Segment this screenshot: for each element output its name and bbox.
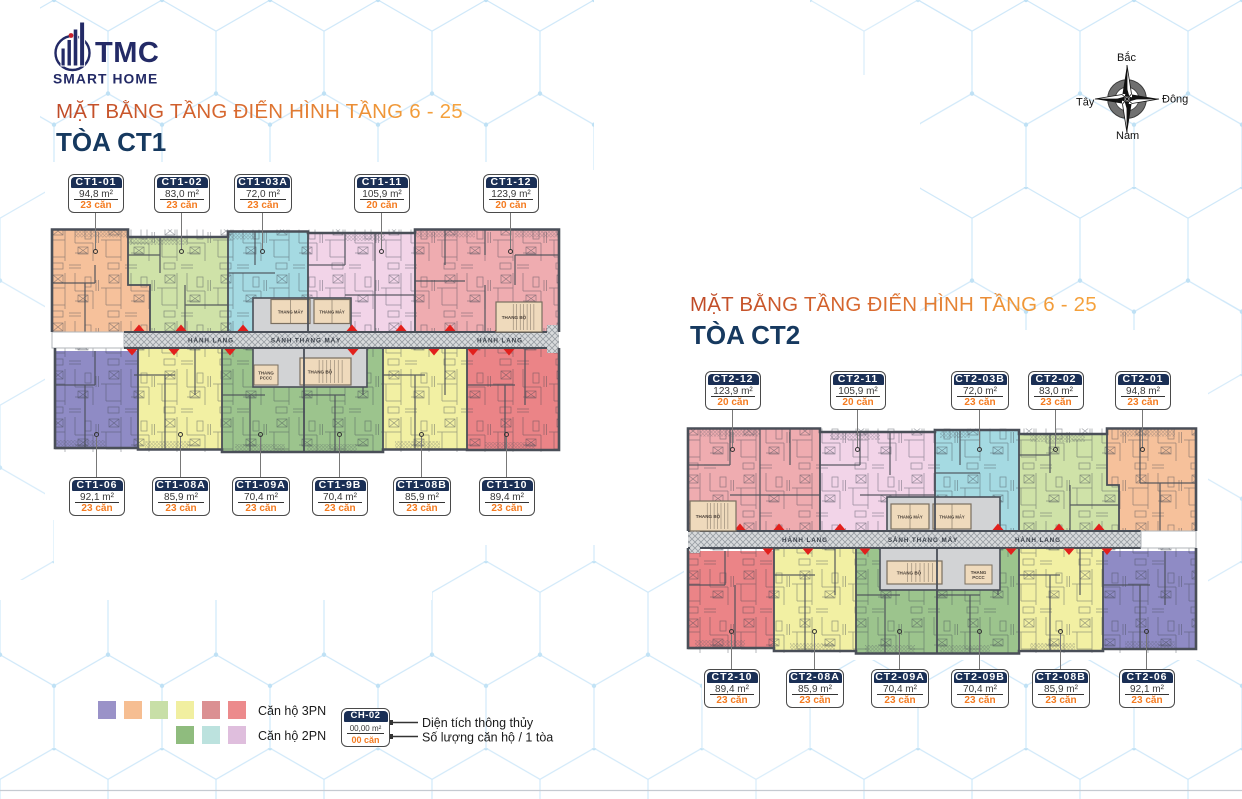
svg-text:THANG MÁY: THANG MÁY bbox=[278, 310, 304, 315]
svg-text:Diện tích thông thủy: Diện tích thông thủy bbox=[422, 716, 534, 730]
svg-text:PCCC: PCCC bbox=[260, 376, 273, 381]
svg-text:THANG MÁY: THANG MÁY bbox=[319, 310, 345, 315]
svg-text:Đông: Đông bbox=[1162, 94, 1188, 106]
svg-text:Căn hộ 2PN: Căn hộ 2PN bbox=[258, 729, 326, 743]
svg-text:HÀNH LANG: HÀNH LANG bbox=[782, 535, 828, 544]
svg-text:THANG BỘ: THANG BỘ bbox=[502, 313, 527, 320]
svg-text:PCCC: PCCC bbox=[972, 575, 985, 580]
svg-text:THANG BỘ: THANG BỘ bbox=[308, 368, 333, 375]
svg-text:THANG: THANG bbox=[258, 371, 274, 376]
svg-text:SẢNH THANG MÁY: SẢNH THANG MÁY bbox=[271, 336, 341, 345]
svg-text:Số lượng căn hộ / 1 tòa: Số lượng căn hộ / 1 tòa bbox=[422, 731, 553, 745]
svg-text:Nam: Nam bbox=[1116, 130, 1139, 142]
svg-text:HÀNH LANG: HÀNH LANG bbox=[1015, 535, 1061, 544]
svg-text:THANG BỘ: THANG BỘ bbox=[696, 512, 721, 519]
svg-text:HÀNH LANG: HÀNH LANG bbox=[477, 336, 523, 345]
svg-text:THANG MÁY: THANG MÁY bbox=[939, 515, 965, 520]
svg-text:THANG: THANG bbox=[971, 570, 987, 575]
svg-text:THANG BỘ: THANG BỘ bbox=[897, 569, 922, 576]
svg-text:Tây: Tây bbox=[1076, 97, 1095, 109]
svg-text:SẢNH THANG MÁY: SẢNH THANG MÁY bbox=[888, 535, 958, 544]
svg-text:HÀNH LANG: HÀNH LANG bbox=[188, 336, 234, 345]
svg-text:THANG MÁY: THANG MÁY bbox=[897, 515, 923, 520]
svg-text:Căn hộ 3PN: Căn hộ 3PN bbox=[258, 704, 326, 718]
svg-text:SMART HOME: SMART HOME bbox=[53, 72, 158, 87]
svg-text:TMC: TMC bbox=[95, 37, 159, 69]
svg-text:Bắc: Bắc bbox=[1117, 51, 1136, 64]
